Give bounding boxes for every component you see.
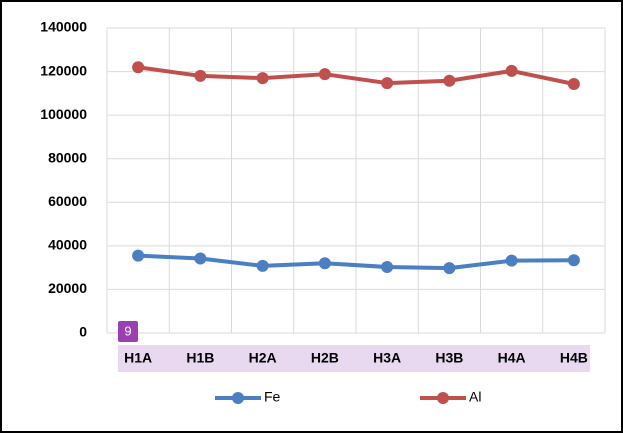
y-tick-label: 140000: [40, 19, 87, 35]
category-highlight: [118, 345, 590, 372]
x-tick-label: H4A: [498, 350, 526, 366]
point: [194, 252, 207, 265]
point: [381, 77, 394, 90]
point: [194, 69, 207, 82]
point: [505, 254, 518, 267]
x-tick-label: H2A: [249, 350, 277, 366]
x-tick-label: H4B: [560, 350, 588, 366]
marks: Fe Al: [132, 61, 580, 405]
x-tick-label: H3B: [435, 350, 463, 366]
x-tick-label: H2B: [311, 350, 339, 366]
y-tick-label: 100000: [40, 106, 87, 122]
point: [505, 64, 518, 77]
x-tick-label: H3A: [373, 350, 401, 366]
y-tick-label: 20000: [48, 280, 87, 296]
point: [132, 249, 145, 262]
y-tick-label: 120000: [40, 62, 87, 78]
legend-marker: [232, 392, 244, 404]
point: [567, 254, 580, 267]
series-line: [138, 253, 574, 271]
y-tick-label: 80000: [48, 149, 87, 165]
point: [256, 72, 269, 85]
badge-label: 9: [124, 323, 131, 338]
point: [567, 77, 580, 90]
series-line: [137, 65, 575, 86]
point: [318, 257, 331, 270]
point: [381, 260, 394, 273]
point: [256, 259, 269, 272]
legend-marker: [437, 392, 449, 404]
point: [318, 68, 331, 81]
legend-label: Al: [469, 389, 481, 405]
y-tick-label: 40000: [48, 237, 87, 253]
point: [443, 262, 456, 275]
y-tick-label: 0: [79, 324, 87, 340]
x-tick-label: H1A: [124, 350, 152, 366]
point: [132, 61, 145, 74]
legend-label: Fe: [264, 389, 281, 405]
x-tick-label: H1B: [186, 350, 214, 366]
y-tick-label: 60000: [48, 193, 87, 209]
point: [443, 74, 456, 87]
labels: 0 20000 40000 60000 80000 100000 120000 140000 H…: [40, 19, 588, 366]
badge: [118, 321, 138, 342]
